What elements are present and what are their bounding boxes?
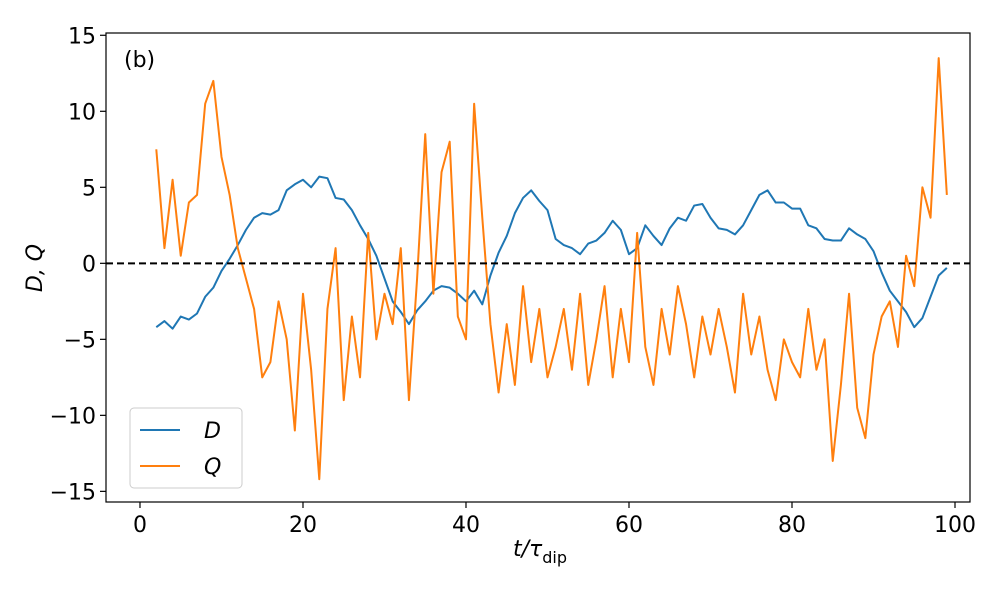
x-axis-label-sub: dip	[542, 548, 567, 567]
x-tick-label: 20	[289, 513, 317, 538]
y-tick-label: 0	[82, 252, 96, 277]
x-tick-label: 60	[615, 513, 643, 538]
x-tick-label: 80	[778, 513, 806, 538]
y-tick-label: −10	[50, 404, 96, 429]
y-tick-label: 5	[82, 176, 96, 201]
plot-area	[106, 57, 970, 481]
y-tick-label: 10	[68, 100, 96, 125]
x-axis-label: t/τdip	[513, 537, 567, 567]
annotation: (b)	[124, 48, 155, 73]
legend-box	[129, 407, 243, 489]
y-axis-label: D, Q	[23, 244, 48, 292]
series-line	[155, 175, 948, 330]
y-tick-label: −15	[50, 480, 96, 505]
series-line	[155, 57, 948, 481]
legend-label: D	[204, 419, 221, 444]
x-tick-label: 100	[934, 513, 976, 538]
x-tick-label: 0	[133, 513, 147, 538]
legend-label: Q	[204, 455, 221, 480]
x-tick-label: 40	[452, 513, 480, 538]
y-tick-label: −5	[64, 328, 96, 353]
axes-frame	[105, 32, 971, 503]
x-axis-label-main: t/τ	[513, 537, 543, 562]
y-tick-label: 15	[68, 24, 96, 49]
